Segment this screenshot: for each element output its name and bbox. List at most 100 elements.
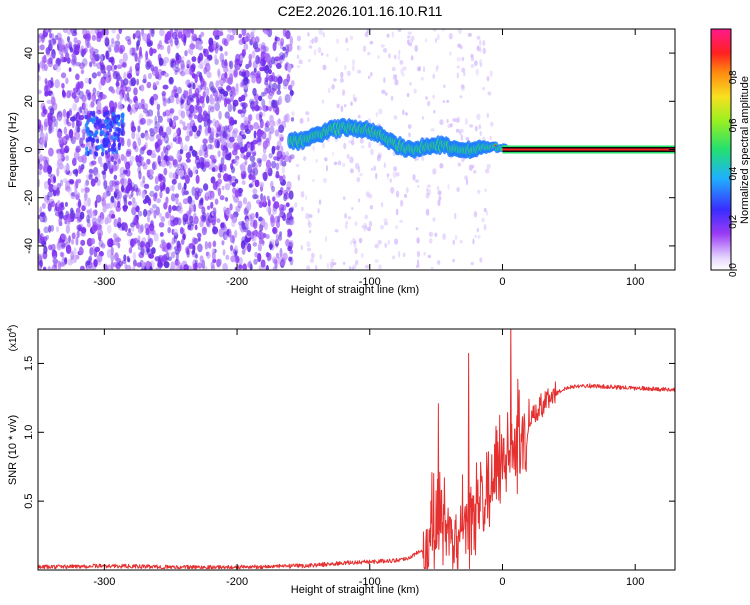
heatmap-cell-2146 bbox=[41, 56, 46, 63]
heatmap-cell-2314 bbox=[312, 179, 315, 183]
heatmap-cell-2670 bbox=[110, 135, 114, 140]
snr-multiplier: (x104) bbox=[7, 325, 19, 352]
heatmap-cell-2054 bbox=[260, 220, 266, 226]
heatmap-cell-1405 bbox=[154, 115, 158, 125]
heatmap-cell-2206 bbox=[472, 238, 475, 245]
heatmap-cell-2472 bbox=[326, 53, 329, 57]
heatmap-marks bbox=[38, 29, 675, 270]
heatmap-cell-2079 bbox=[60, 201, 64, 208]
heatmap-cell-1239 bbox=[270, 217, 276, 228]
heatmap-cell-2290 bbox=[300, 190, 305, 198]
heatmap-cell-1302 bbox=[257, 56, 262, 64]
heatmap-cell-910 bbox=[102, 205, 107, 213]
heatmap-cell-1073 bbox=[38, 154, 44, 162]
heatmap-cell-1528 bbox=[197, 84, 202, 93]
heatmap-cell-1932 bbox=[39, 212, 45, 218]
heatmap-cell-2474 bbox=[456, 72, 460, 79]
heatmap-cell-2052 bbox=[127, 177, 131, 183]
heatmap-ytick-label-2: 0 bbox=[23, 146, 35, 152]
heatmap-cell-1645 bbox=[200, 214, 205, 222]
heatmap-cell-1021 bbox=[192, 166, 198, 175]
heatmap-cell-2205 bbox=[464, 118, 469, 126]
heatmap-cell-2459 bbox=[392, 255, 395, 260]
heatmap-cell-988 bbox=[71, 157, 77, 167]
heatmap-cell-2503 bbox=[456, 65, 460, 69]
heatmap-cell-2162 bbox=[281, 53, 285, 62]
heatmap-cell-1293 bbox=[271, 160, 277, 169]
heatmap-cell-1546 bbox=[75, 123, 80, 133]
heatmap-cell-672 bbox=[148, 119, 154, 124]
heatmap-cell-1540 bbox=[252, 242, 258, 247]
heatmap-cell-426 bbox=[80, 187, 85, 193]
heatmap-cell-1163 bbox=[218, 110, 222, 120]
heatmap-cell-586 bbox=[72, 103, 78, 111]
heatmap-cell-1652 bbox=[38, 142, 44, 151]
heatmap-cell-2018 bbox=[76, 121, 82, 128]
heatmap-cell-725 bbox=[179, 119, 184, 125]
heatmap-cell-1995 bbox=[288, 207, 294, 213]
heatmap-cell-1297 bbox=[58, 38, 63, 47]
heatmap-cell-2679 bbox=[112, 118, 117, 124]
heatmap-cell-1509 bbox=[272, 41, 277, 52]
heatmap-cell-2118 bbox=[275, 106, 280, 116]
heatmap-cell-2336 bbox=[291, 111, 295, 117]
heatmap-cell-1053 bbox=[215, 132, 219, 138]
heatmap-cell-1267 bbox=[187, 195, 193, 205]
heatmap-cell-830 bbox=[213, 155, 217, 162]
heatmap-cell-2436 bbox=[459, 240, 463, 244]
heatmap-cell-295 bbox=[147, 72, 152, 80]
heatmap-cell-2198 bbox=[118, 260, 124, 267]
heatmap-cell-2485 bbox=[427, 254, 432, 259]
heatmap-cell-2630 bbox=[104, 150, 108, 155]
heatmap-cell-1244 bbox=[272, 227, 278, 235]
heatmap-cell-2590 bbox=[95, 116, 99, 122]
heatmap-cell-691 bbox=[125, 35, 131, 42]
heatmap-cell-2183 bbox=[276, 150, 283, 160]
heatmap-cell-1129 bbox=[269, 126, 275, 134]
heatmap-cell-886 bbox=[157, 68, 163, 79]
heatmap-cell-1838 bbox=[243, 92, 248, 98]
heatmap-cell-1751 bbox=[58, 217, 63, 224]
heatmap-cell-2197 bbox=[88, 173, 93, 180]
heatmap-cell-2081 bbox=[235, 255, 240, 263]
heatmap-cell-2442 bbox=[403, 193, 408, 198]
heatmap-cell-449 bbox=[262, 195, 267, 204]
heatmap-cell-1344 bbox=[224, 234, 228, 241]
heatmap-cell-1435 bbox=[280, 120, 287, 129]
heatmap-cell-474 bbox=[110, 89, 116, 94]
heatmap-cell-2264 bbox=[476, 45, 480, 52]
heatmap-cell-2065 bbox=[265, 167, 272, 174]
heatmap-cell-176 bbox=[126, 91, 130, 102]
heatmap-cell-2335 bbox=[483, 224, 487, 231]
heatmap-cell-982 bbox=[191, 220, 195, 227]
heatmap-cell-2282 bbox=[485, 210, 489, 216]
heatmap-cell-1159 bbox=[141, 104, 145, 110]
heatmap-cell-1166 bbox=[224, 183, 231, 191]
heatmap-cell-1723 bbox=[261, 239, 265, 246]
heatmap-cell-1873 bbox=[107, 70, 111, 78]
heatmap-cell-1534 bbox=[209, 97, 215, 105]
heatmap-cell-2455 bbox=[455, 118, 460, 124]
heatmap-cell-2289 bbox=[315, 158, 318, 163]
heatmap-cell-1850 bbox=[113, 218, 118, 228]
heatmap-cell-2244 bbox=[454, 234, 458, 241]
heatmap-cell-2277 bbox=[357, 198, 361, 203]
heatmap-cell-2044 bbox=[206, 205, 211, 210]
heatmap-cell-1769 bbox=[278, 203, 285, 213]
heatmap-cell-311 bbox=[287, 43, 293, 52]
heatmap-cell-2684 bbox=[92, 133, 96, 139]
heatmap-cell-475 bbox=[152, 126, 158, 134]
colorbar bbox=[710, 28, 732, 271]
heatmap-cell-2379 bbox=[333, 78, 337, 82]
heatmap-cell-2156 bbox=[285, 30, 291, 40]
heatmap-cell-293 bbox=[66, 90, 71, 99]
heatmap-cell-2112 bbox=[235, 53, 241, 63]
heatmap-cell-2350 bbox=[307, 247, 312, 252]
heatmap-cell-979 bbox=[111, 213, 116, 219]
heatmap-cell-2371 bbox=[378, 108, 383, 115]
heatmap-cell-2671 bbox=[106, 130, 110, 136]
heatmap-cell-1202 bbox=[150, 220, 154, 227]
heatmap-cell-1346 bbox=[253, 258, 258, 265]
heatmap-cell-1383 bbox=[68, 235, 71, 243]
heatmap-cell-2367 bbox=[344, 212, 348, 219]
